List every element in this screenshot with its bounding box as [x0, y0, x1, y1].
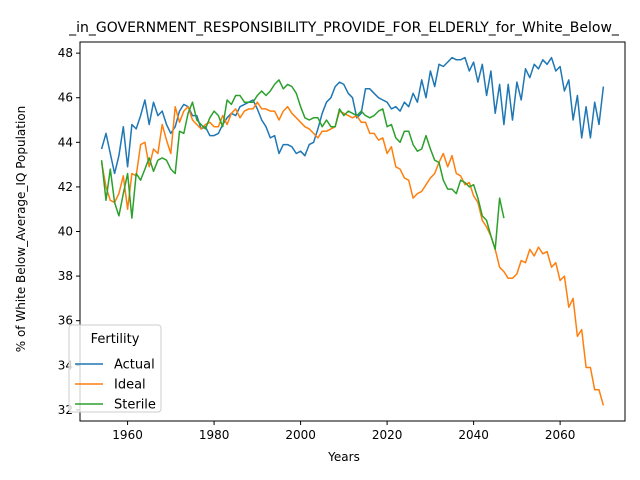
x-axis-label: Years	[327, 450, 360, 464]
y-tick-label-3: 38	[58, 269, 73, 283]
legend-label-sterile: Sterile	[114, 398, 156, 413]
y-tick-label-5: 42	[58, 180, 73, 194]
legend-title: Fertility	[91, 332, 140, 347]
y-tick-label-7: 46	[58, 91, 73, 105]
plot-area	[80, 42, 625, 421]
y-tick-label-4: 40	[58, 225, 73, 239]
legend: Fertility Actual Ideal Sterile	[69, 325, 161, 413]
series-line-ideal	[102, 102, 604, 405]
x-tick-label-1: 1980	[199, 428, 230, 442]
y-tick-label-6: 44	[58, 135, 73, 149]
x-tick-label-5: 2060	[545, 428, 576, 442]
x-axis: 1960 1980 2000 2020 2040 2060	[112, 421, 575, 442]
chart-title: _in_GOVERNMENT_RESPONSIBILITY_PROVIDE_FO…	[68, 20, 620, 36]
x-tick-label-0: 1960	[112, 428, 143, 442]
x-tick-label-4: 2040	[458, 428, 489, 442]
series-line-sterile	[102, 80, 504, 249]
y-axis-label: % of White Below_Average_IQ Population	[14, 106, 28, 353]
y-tick-label-8: 48	[58, 46, 73, 60]
x-tick-label-3: 2020	[372, 428, 403, 442]
series-layer	[102, 58, 604, 406]
legend-label-ideal: Ideal	[114, 378, 146, 393]
legend-label-actual: Actual	[114, 358, 155, 373]
x-tick-label-2: 2000	[285, 428, 316, 442]
